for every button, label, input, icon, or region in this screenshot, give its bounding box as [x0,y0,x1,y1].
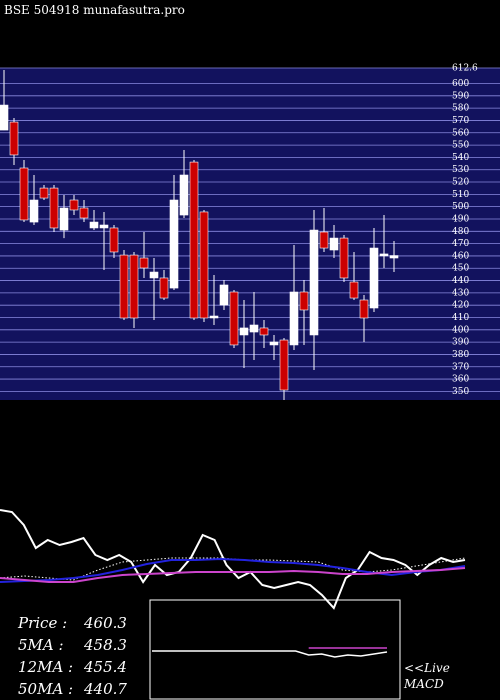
y-tick-label: 530 [452,165,469,175]
candle-body [359,299,369,319]
y-tick-label: 410 [452,313,469,323]
candle-body [99,224,109,229]
y-tick-label: 612.6 [452,64,478,74]
info-label: 12MA : [18,658,73,676]
candle-body [109,227,119,253]
y-tick-label: 400 [452,325,469,335]
indicator-line [0,557,466,583]
candle-body [69,199,79,211]
candle-body [279,339,289,391]
y-tick-label: 480 [452,227,469,237]
y-tick-label: 350 [452,387,469,397]
y-tick-label: 510 [452,190,469,200]
y-tick-label: 500 [452,202,469,212]
y-tick-label: 540 [452,153,469,163]
macd-line [152,650,388,658]
y-tick-label: 600 [452,79,469,89]
chart-title: BSE 504918 munafasutra.pro [4,3,185,17]
y-tick-label: 550 [452,141,469,151]
y-tick-label: 390 [452,338,469,348]
info-label: 5MA : [18,636,64,654]
price-panel [0,68,500,400]
macd-box [149,599,401,700]
y-tick-label: 360 [452,375,469,385]
candle-body [299,291,309,311]
candle-body [239,327,249,336]
candle-body [369,247,379,309]
candle-body [199,211,209,319]
candle-body [309,229,319,336]
candle-body [39,187,49,199]
candle-body [139,257,149,269]
candle-body [149,271,159,279]
candle-body [229,291,239,346]
indicator-line [0,567,466,583]
candle-body [19,167,29,221]
y-tick-label: 450 [452,264,469,274]
candle-body [209,315,219,319]
candle-body [179,174,189,216]
y-tick-label: 560 [452,128,469,138]
y-tick-label: 370 [452,362,469,372]
candle-body [59,207,69,231]
candle-body [339,237,349,279]
y-tick-label: 460 [452,251,469,261]
macd-label: <<Live MACD [403,661,450,691]
candle-body [189,161,199,319]
candle-body [169,199,179,289]
candle-body [49,187,59,229]
candle-body [89,221,99,229]
candle-body [119,254,129,319]
info-label: Price : [17,614,67,632]
info-label: 50MA : [18,680,73,698]
candle-body [0,104,9,131]
candle-body [129,254,139,319]
y-tick-label: 590 [452,91,469,101]
y-tick-label: 470 [452,239,469,249]
candle-body [349,281,359,299]
y-tick-label: 430 [452,288,469,298]
info-value: 460.3 [83,614,127,632]
info-value: 440.7 [83,680,127,698]
y-tick-label: 440 [452,276,469,286]
candle-body [259,327,269,336]
y-tick-label: 580 [452,104,469,114]
candle-body [29,199,39,223]
candle-body [219,284,229,306]
candle-body [379,253,389,257]
info-value: 458.3 [83,636,127,654]
candle-body [389,255,399,259]
candle-body [319,231,329,249]
candle-body [329,237,339,251]
y-tick-label: 520 [452,178,469,188]
candle-body [269,341,279,346]
candle-body [289,291,299,346]
candle-body [159,277,169,299]
candle-body [9,121,19,156]
y-tick-label: 420 [452,301,469,311]
info-value: 455.4 [83,658,127,676]
y-tick-label: 380 [452,350,469,360]
y-tick-label: 490 [452,214,469,224]
y-tick-label: 570 [452,116,469,126]
candle-body [79,207,89,219]
candle-body [249,324,259,333]
